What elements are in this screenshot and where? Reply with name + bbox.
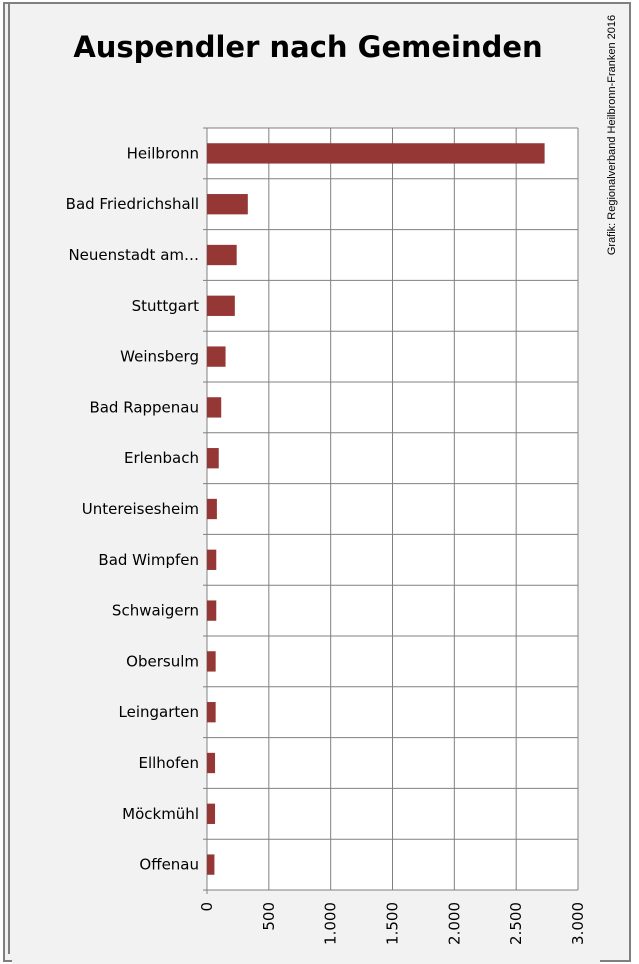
bar [207, 498, 217, 520]
category-label: Untereisesheim [82, 500, 199, 518]
x-tick-label: 1.000 [322, 902, 340, 945]
x-tick-label: 500 [260, 902, 278, 931]
bar [207, 397, 222, 418]
x-tick-label: 2.000 [445, 902, 463, 945]
category-label: Heilbronn [127, 144, 199, 162]
x-tick-label: 1.500 [384, 902, 402, 945]
category-label: Leingarten [119, 703, 200, 721]
bar [207, 854, 215, 875]
bar [207, 448, 219, 469]
chart-title: Auspendler nach Gemeinden [73, 30, 543, 64]
category-label: Neuenstadt am… [68, 246, 199, 264]
x-tick-label: 3.000 [569, 902, 587, 945]
category-label: Offenau [139, 856, 199, 874]
bar [207, 244, 237, 266]
category-label: Erlenbach [124, 449, 199, 467]
left-border-rule [8, 2, 10, 954]
bar [207, 651, 216, 672]
bar [207, 194, 248, 215]
category-label: Bad Friedrichshall [66, 195, 199, 213]
category-label: Bad Rappenau [89, 398, 199, 416]
category-label: Bad Wimpfen [98, 551, 199, 569]
bar [207, 143, 545, 164]
category-label: Schwaigern [112, 602, 199, 620]
bar [207, 702, 216, 723]
category-label: Ellhofen [138, 754, 199, 772]
bar [207, 752, 216, 774]
category-label: Möckmühl [122, 805, 199, 823]
x-tick-label: 0 [198, 902, 216, 912]
bar [207, 600, 217, 621]
bar [207, 295, 235, 316]
x-tick-label: 2.500 [507, 902, 525, 945]
category-label: Stuttgart [132, 297, 200, 315]
bar [207, 803, 216, 824]
bar [207, 549, 217, 570]
bar [207, 346, 226, 367]
category-label: Obersulm [126, 652, 199, 670]
category-label: Weinsberg [120, 348, 199, 366]
